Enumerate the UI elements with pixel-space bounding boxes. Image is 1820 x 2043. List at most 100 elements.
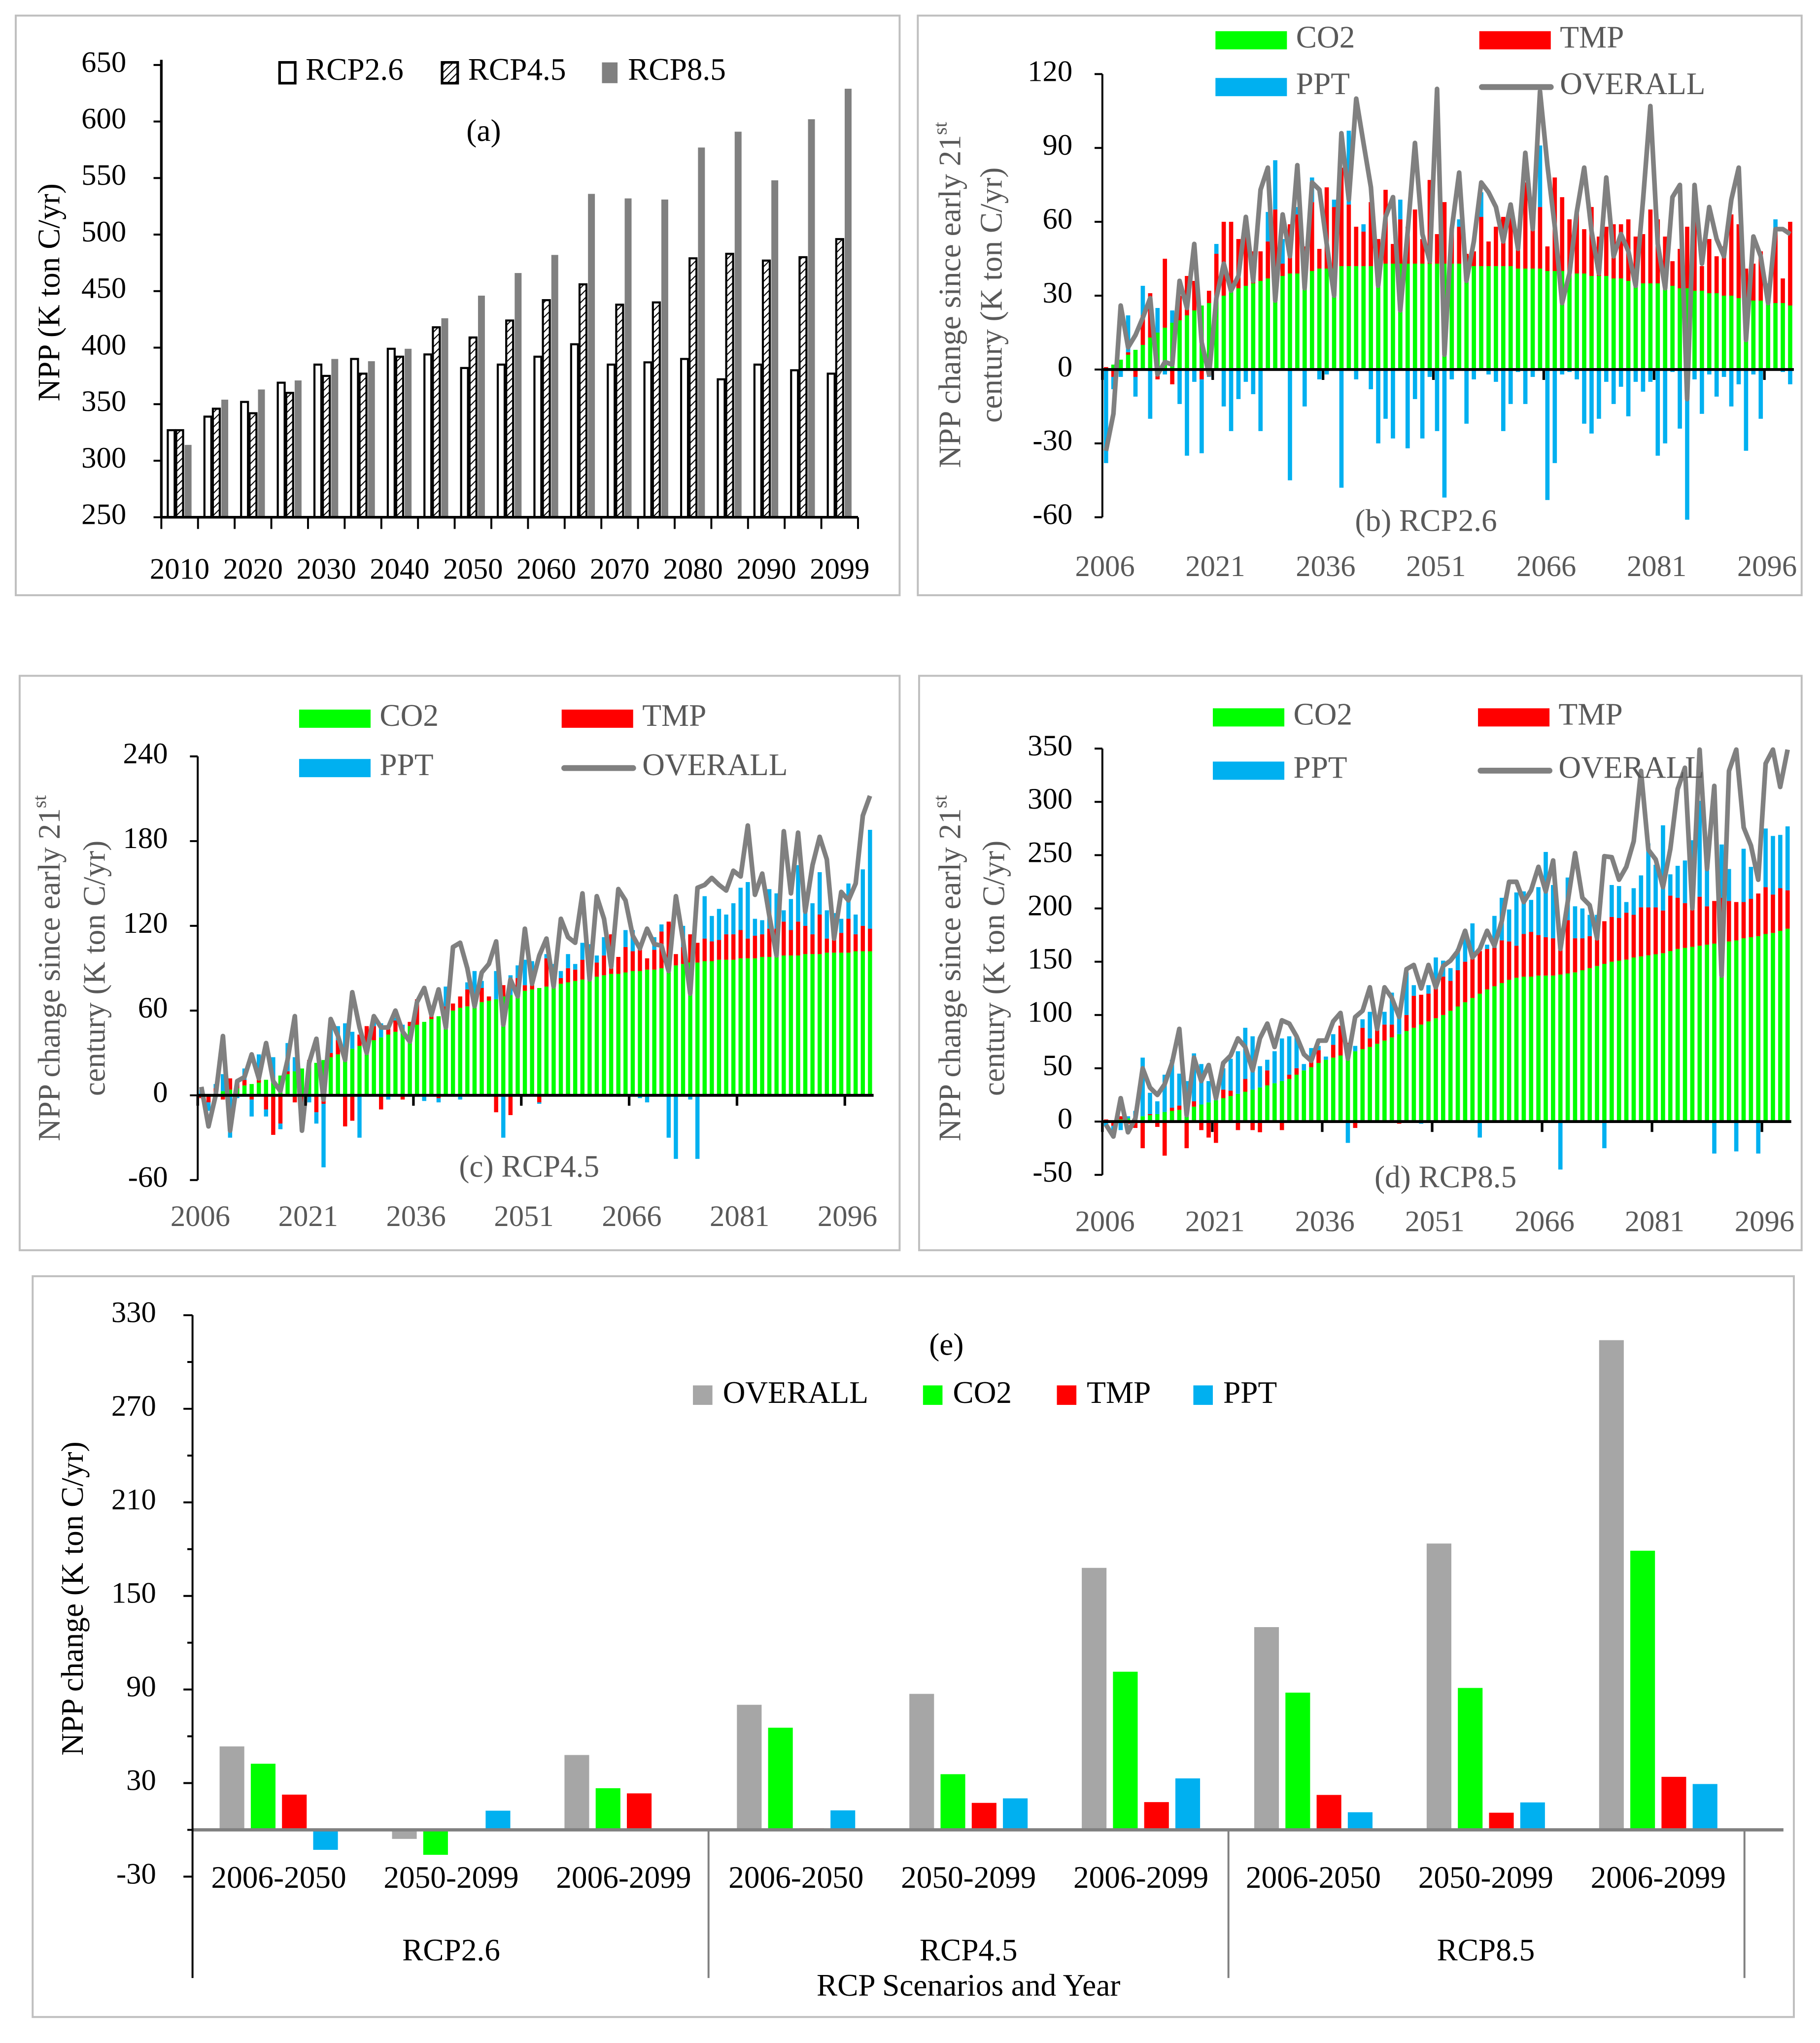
bar-tmp xyxy=(206,1095,211,1103)
bar-ppt xyxy=(1626,369,1631,416)
bar-co2 xyxy=(1778,930,1783,1122)
panel-title: (c) RCP4.5 xyxy=(459,1149,599,1184)
y-tick-label: 400 xyxy=(81,328,126,361)
bar-overall xyxy=(1426,1543,1451,1830)
bar-tmp xyxy=(1376,239,1380,264)
bar-tmp xyxy=(1773,229,1778,303)
bar-ppt xyxy=(436,1098,441,1103)
bar-tmp xyxy=(364,1026,369,1043)
bar-tmp xyxy=(1332,207,1337,269)
bar-rcp2-6 xyxy=(570,343,579,518)
bar-tmp xyxy=(1457,227,1462,264)
bar-ppt xyxy=(1611,369,1616,404)
bar-ppt xyxy=(1624,902,1629,913)
bar-ppt xyxy=(1258,1066,1262,1088)
bar-rcp2-6 xyxy=(203,415,212,518)
bar-co2 xyxy=(623,972,628,1095)
bar-tmp xyxy=(1514,946,1519,978)
bar-tmp xyxy=(1463,961,1468,1002)
y-axis-label-main: NPP change since early 21 xyxy=(932,808,967,1141)
bar-ppt xyxy=(1538,145,1543,207)
bar-co2 xyxy=(1501,266,1506,370)
bar-rcp8-5 xyxy=(515,273,522,517)
panel-title: (b) RCP2.6 xyxy=(1355,503,1497,538)
bar-tmp xyxy=(1499,940,1504,983)
bar-ppt xyxy=(1668,874,1673,896)
legend-swatch-tmp xyxy=(1478,708,1550,727)
bar-ppt xyxy=(1726,869,1731,901)
bar-tmp xyxy=(674,954,678,966)
bar-ppt xyxy=(717,909,721,940)
x-axis-label: RCP Scenarios and Year xyxy=(817,1968,1120,2003)
bar-ppt xyxy=(623,930,628,947)
bar-co2 xyxy=(1536,975,1541,1122)
bar-co2 xyxy=(1398,264,1403,370)
y-tick-label: 90 xyxy=(1043,129,1073,162)
bar-co2 xyxy=(1324,1059,1328,1122)
bar-rcp2-6 xyxy=(386,347,396,518)
bar-ppt xyxy=(379,1023,383,1038)
bar-ppt xyxy=(1434,957,1438,985)
bar-rcp4-5 xyxy=(615,304,624,518)
bar-ppt xyxy=(1705,863,1709,907)
bar-tmp xyxy=(1155,1122,1160,1127)
group-label: RCP2.6 xyxy=(402,1933,500,1968)
bar-co2 xyxy=(1375,1044,1379,1122)
y-axis-label-line2: century (K ton C/yr) xyxy=(977,841,1011,1096)
bar-ppt xyxy=(817,872,822,915)
bar-ppt xyxy=(1273,160,1277,210)
bar-tmp xyxy=(1781,278,1785,303)
bar-tmp xyxy=(810,934,815,954)
bar-co2 xyxy=(645,969,650,1095)
bar-ppt xyxy=(1347,1812,1373,1830)
bar-tmp xyxy=(1163,259,1168,328)
bar-co2 xyxy=(386,1034,391,1095)
bar-tmp xyxy=(1668,895,1673,952)
bar-ppt xyxy=(1455,949,1460,970)
bar-tmp xyxy=(1690,904,1695,947)
bar-ppt xyxy=(1177,369,1182,404)
bar-co2 xyxy=(573,981,578,1095)
bar-co2 xyxy=(1729,296,1734,370)
bar-ppt xyxy=(1118,1122,1123,1130)
bar-tmp xyxy=(1375,1028,1379,1044)
bar-co2 xyxy=(1773,303,1778,370)
group-label: RCP8.5 xyxy=(1437,1933,1535,1968)
bar-co2 xyxy=(817,954,822,1095)
x-tick-label: 2096 xyxy=(1735,1205,1794,1238)
bar-co2 xyxy=(1521,976,1526,1122)
bar-tmp xyxy=(1346,204,1351,267)
bar-tmp xyxy=(1653,907,1658,954)
bar-co2 xyxy=(271,1078,275,1095)
bar-ppt xyxy=(1258,369,1263,431)
bar-tmp xyxy=(1494,227,1498,267)
bar-co2 xyxy=(1611,278,1616,370)
category-label: 2006-2050 xyxy=(211,1860,346,1895)
bar-co2 xyxy=(1714,293,1719,370)
bar-tmp xyxy=(626,1793,652,1830)
bar-ppt xyxy=(1700,369,1704,414)
bar-tmp xyxy=(1144,1802,1169,1830)
bar-co2 xyxy=(1523,269,1528,370)
bar-co2 xyxy=(1118,359,1123,370)
bar-co2 xyxy=(1272,1083,1277,1122)
bar-tmp xyxy=(1670,261,1675,286)
bar-co2 xyxy=(250,1764,276,1830)
bar-co2 xyxy=(1338,1055,1343,1122)
bar-tmp xyxy=(386,1027,391,1035)
bar-tmp xyxy=(278,1095,283,1124)
bar-tmp xyxy=(1604,227,1609,276)
bar-co2 xyxy=(1565,973,1570,1122)
bar-co2 xyxy=(314,1062,319,1095)
legend-label: PPT xyxy=(379,748,433,782)
bar-ppt xyxy=(278,1124,283,1129)
bar-tmp xyxy=(1515,244,1520,269)
bar-ppt xyxy=(1734,1122,1739,1152)
bar-co2 xyxy=(379,1037,383,1095)
bar-tmp xyxy=(1470,955,1475,998)
bar-ppt xyxy=(1552,369,1557,463)
legend-label: CO2 xyxy=(1296,20,1355,54)
bar-ppt xyxy=(1368,1012,1372,1039)
legend-label: RCP4.5 xyxy=(468,52,566,87)
bar-tmp xyxy=(1785,890,1790,929)
